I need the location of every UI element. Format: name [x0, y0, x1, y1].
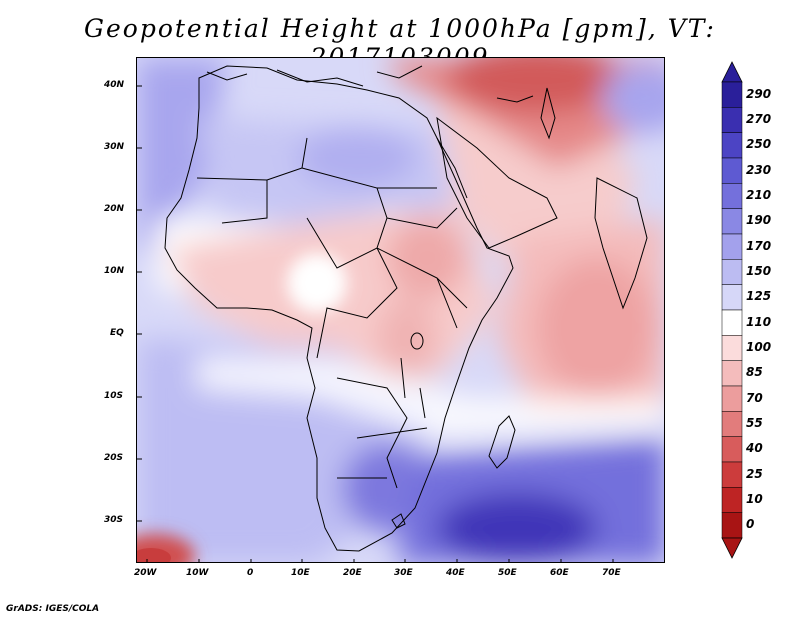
colorbar-level-label: 125	[746, 289, 772, 304]
colorbar-level-label: 170	[746, 238, 772, 253]
colorbar-swatch	[721, 157, 743, 184]
lon-label: 60E	[550, 568, 569, 578]
colorbar-level-label: 0	[746, 517, 755, 532]
colorbar-swatch	[721, 360, 743, 387]
colorbar-swatch	[721, 233, 743, 260]
colorbar-level-label: 290	[746, 86, 772, 101]
lon-label: 20E	[343, 568, 362, 578]
lat-label: 20N	[104, 204, 125, 214]
coastlines	[164, 65, 648, 552]
colorbar-swatch	[721, 208, 743, 235]
credit-text: GrADS: IGES/COLA	[6, 604, 100, 614]
lon-label: 10E	[291, 568, 310, 578]
colorbar-level-label: 190	[746, 213, 772, 228]
lat-label: 30N	[104, 142, 125, 152]
lon-label: 0	[247, 568, 254, 578]
colorbar-swatch	[721, 335, 743, 361]
colorbar-swatch	[721, 309, 743, 336]
lon-label: 20W	[134, 568, 157, 578]
colorbar-level-label: 100	[746, 340, 772, 354]
lon-label: 30E	[394, 568, 413, 578]
colorbar-swatch	[721, 512, 743, 539]
lat-label: 30S	[104, 515, 124, 525]
colorbar-swatch	[721, 107, 743, 133]
colorbar	[721, 61, 743, 559]
colorbar-level-label: 270	[746, 112, 772, 126]
colorbar-swatch	[721, 284, 743, 311]
colorbar-swatch	[721, 259, 743, 285]
colorbar-level-label: 150	[746, 264, 772, 278]
colorbar-level-label: 55	[746, 416, 763, 430]
lat-label: 20S	[104, 453, 124, 463]
colorbar-level-label: 10	[746, 492, 763, 506]
lat-label: 10N	[104, 266, 125, 276]
colorbar-level-label: 230	[746, 162, 772, 177]
colorbar-level-label: 40	[746, 441, 763, 456]
colorbar-level-label: 250	[746, 137, 772, 152]
geopotential-field	[137, 58, 664, 562]
lat-label: 10S	[104, 391, 124, 401]
lon-label: 70E	[602, 568, 621, 578]
colorbar-swatch	[721, 81, 743, 108]
colorbar-level-label: 25	[746, 466, 763, 481]
lat-label: EQ	[110, 328, 124, 338]
map-plot-area[interactable]	[136, 57, 665, 563]
colorbar-swatch	[721, 183, 743, 209]
lon-label: 50E	[498, 568, 517, 578]
colorbar-swatch	[721, 132, 743, 159]
colorbar-top-arrow	[721, 61, 743, 83]
colorbar-level-label: 110	[746, 314, 772, 329]
colorbar-level-label: 210	[746, 188, 772, 202]
colorbar-swatch	[721, 461, 743, 488]
colorbar-swatch	[721, 436, 743, 463]
lon-label: 10W	[186, 568, 209, 578]
map-ticks	[137, 85, 614, 562]
colorbar-swatch	[721, 411, 743, 437]
colorbar-bottom-arrow	[721, 537, 743, 559]
colorbar-swatch	[721, 385, 743, 412]
lat-label: 40N	[104, 80, 125, 90]
lon-label: 40E	[446, 568, 465, 578]
colorbar-level-label: 85	[746, 365, 763, 380]
colorbar-level-label: 70	[746, 390, 763, 405]
colorbar-swatch	[721, 487, 743, 513]
